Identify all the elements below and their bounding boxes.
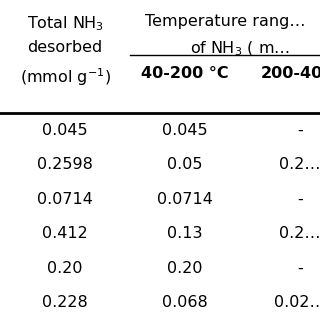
Text: 0.20: 0.20 [47, 261, 83, 276]
Text: -: - [297, 123, 303, 138]
Text: of NH$_3$ ( m…: of NH$_3$ ( m… [190, 40, 290, 58]
Text: 0.05: 0.05 [167, 157, 203, 172]
Text: 0.068: 0.068 [162, 295, 208, 310]
Text: 40-200 °C: 40-200 °C [141, 66, 229, 81]
Text: (mmol g$^{-1}$): (mmol g$^{-1}$) [20, 66, 110, 88]
Text: 0.0714: 0.0714 [37, 192, 93, 207]
Text: desorbed: desorbed [28, 40, 103, 55]
Text: 0.045: 0.045 [42, 123, 88, 138]
Text: 200-40…: 200-40… [261, 66, 320, 81]
Text: 0.13: 0.13 [167, 226, 203, 241]
Text: 0.045: 0.045 [162, 123, 208, 138]
Text: -: - [297, 192, 303, 207]
Text: 0.20: 0.20 [167, 261, 203, 276]
Text: Total NH$_3$: Total NH$_3$ [27, 14, 103, 33]
Text: Temperature rang…: Temperature rang… [145, 14, 305, 29]
Text: 0.0714: 0.0714 [157, 192, 213, 207]
Text: 0.2598: 0.2598 [37, 157, 93, 172]
Text: 0.412: 0.412 [42, 226, 88, 241]
Text: 0.02…: 0.02… [274, 295, 320, 310]
Text: 0.228: 0.228 [42, 295, 88, 310]
Text: -: - [297, 261, 303, 276]
Text: 0.2…: 0.2… [279, 157, 320, 172]
Text: 0.2…: 0.2… [279, 226, 320, 241]
